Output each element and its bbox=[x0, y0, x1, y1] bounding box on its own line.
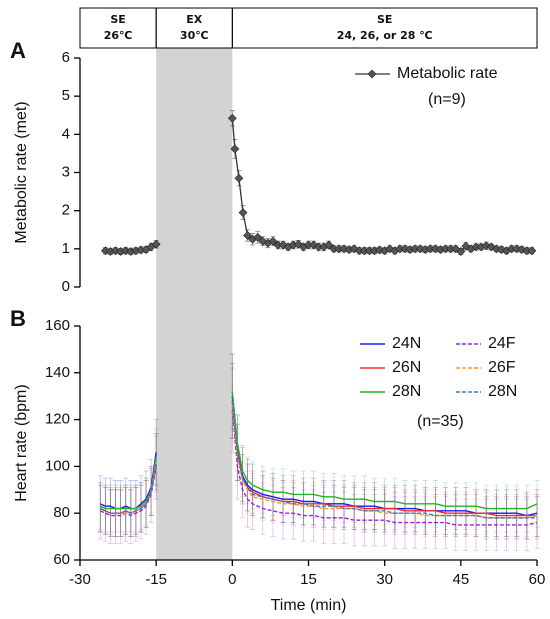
data-point bbox=[324, 240, 334, 250]
phase-label: SE bbox=[110, 13, 125, 26]
error-bar bbox=[153, 433, 159, 491]
data-point bbox=[234, 173, 244, 183]
data-point bbox=[238, 208, 248, 217]
y-tick-label: 2 bbox=[62, 202, 70, 219]
panel-label: A bbox=[10, 38, 26, 63]
legend-label: 28N bbox=[392, 383, 421, 400]
y-axis-label: Metabolic rate (met) bbox=[13, 101, 30, 243]
error-bar bbox=[102, 484, 108, 542]
error-bar bbox=[250, 475, 256, 519]
error-bar bbox=[321, 487, 327, 530]
x-tick-label: 30 bbox=[376, 571, 393, 588]
error-bar bbox=[97, 484, 103, 533]
legend-label: Metabolic rate bbox=[397, 65, 498, 82]
data-point bbox=[253, 232, 263, 242]
series-line bbox=[231, 400, 537, 519]
error-bar bbox=[107, 487, 113, 545]
y-tick-label: 160 bbox=[45, 317, 70, 334]
y-tick-label: 100 bbox=[45, 457, 70, 474]
error-bar bbox=[412, 496, 418, 549]
data-point bbox=[230, 144, 240, 154]
data-point bbox=[527, 246, 537, 256]
series-line bbox=[231, 410, 538, 526]
series-line bbox=[100, 461, 157, 514]
error-bar bbox=[97, 475, 103, 533]
legend-label: 24F bbox=[488, 335, 516, 352]
series-line bbox=[231, 391, 538, 510]
y-tick-label: 1 bbox=[62, 240, 70, 257]
legend-note: (n=35) bbox=[417, 413, 464, 430]
y-tick-label: 5 bbox=[62, 87, 70, 104]
data-point bbox=[268, 236, 278, 246]
y-tick-label: 4 bbox=[62, 125, 70, 142]
x-tick-label: 45 bbox=[452, 571, 469, 588]
error-bar bbox=[97, 482, 103, 530]
legend-label: 26F bbox=[488, 359, 516, 376]
error-bar bbox=[270, 484, 276, 537]
error-bar bbox=[341, 491, 347, 545]
data-point bbox=[456, 247, 466, 256]
error-bar bbox=[97, 484, 103, 533]
error-bar bbox=[153, 419, 159, 486]
series-line bbox=[100, 456, 157, 510]
y-tick-label: 60 bbox=[53, 551, 70, 568]
y-axis-label: Heart rate (bpm) bbox=[13, 384, 30, 501]
legend-marker bbox=[367, 69, 377, 79]
x-tick-label: 0 bbox=[228, 571, 236, 588]
error-bar bbox=[483, 498, 489, 552]
legend-label: 24N bbox=[392, 335, 421, 352]
error-bar bbox=[153, 433, 159, 491]
x-tick-label: 15 bbox=[300, 571, 317, 588]
phase-label: SE bbox=[377, 13, 392, 26]
phase-label: 30℃ bbox=[180, 29, 209, 42]
error-bar bbox=[382, 494, 388, 547]
error-bar bbox=[229, 367, 235, 453]
phase-label: 26℃ bbox=[104, 29, 133, 42]
y-tick-label: 120 bbox=[45, 411, 70, 428]
data-point bbox=[243, 231, 252, 240]
error-bar bbox=[422, 494, 428, 537]
legend-label: 26N bbox=[392, 359, 421, 376]
error-bar bbox=[443, 496, 449, 549]
y-tick-label: 0 bbox=[62, 278, 70, 295]
exercise-shade bbox=[156, 48, 233, 560]
error-bar bbox=[97, 482, 103, 540]
y-tick-label: 80 bbox=[53, 504, 70, 521]
series-line bbox=[100, 452, 157, 510]
phase-box bbox=[231, 7, 538, 49]
y-tick-label: 140 bbox=[45, 364, 70, 381]
error-bar bbox=[113, 487, 119, 545]
x-tick-label: 60 bbox=[529, 571, 546, 588]
legend-label: 28N bbox=[488, 383, 517, 400]
series-line bbox=[231, 118, 532, 253]
y-tick-label: 3 bbox=[62, 163, 70, 180]
phase-label: 24, 26, or 28 ℃ bbox=[337, 29, 433, 42]
error-bar bbox=[97, 484, 103, 533]
y-tick-label: 6 bbox=[62, 49, 70, 66]
data-point bbox=[151, 239, 161, 249]
error-bar bbox=[514, 498, 520, 552]
x-axis-label: Time (min) bbox=[271, 597, 347, 614]
data-point bbox=[227, 113, 237, 123]
error-bar bbox=[153, 433, 159, 500]
legend-note: (n=9) bbox=[428, 91, 466, 108]
x-tick-label: -30 bbox=[69, 571, 91, 588]
panel-label: B bbox=[10, 306, 26, 331]
x-tick-label: -15 bbox=[145, 571, 167, 588]
error-bar bbox=[311, 489, 317, 542]
phase-label: EX bbox=[186, 13, 203, 26]
